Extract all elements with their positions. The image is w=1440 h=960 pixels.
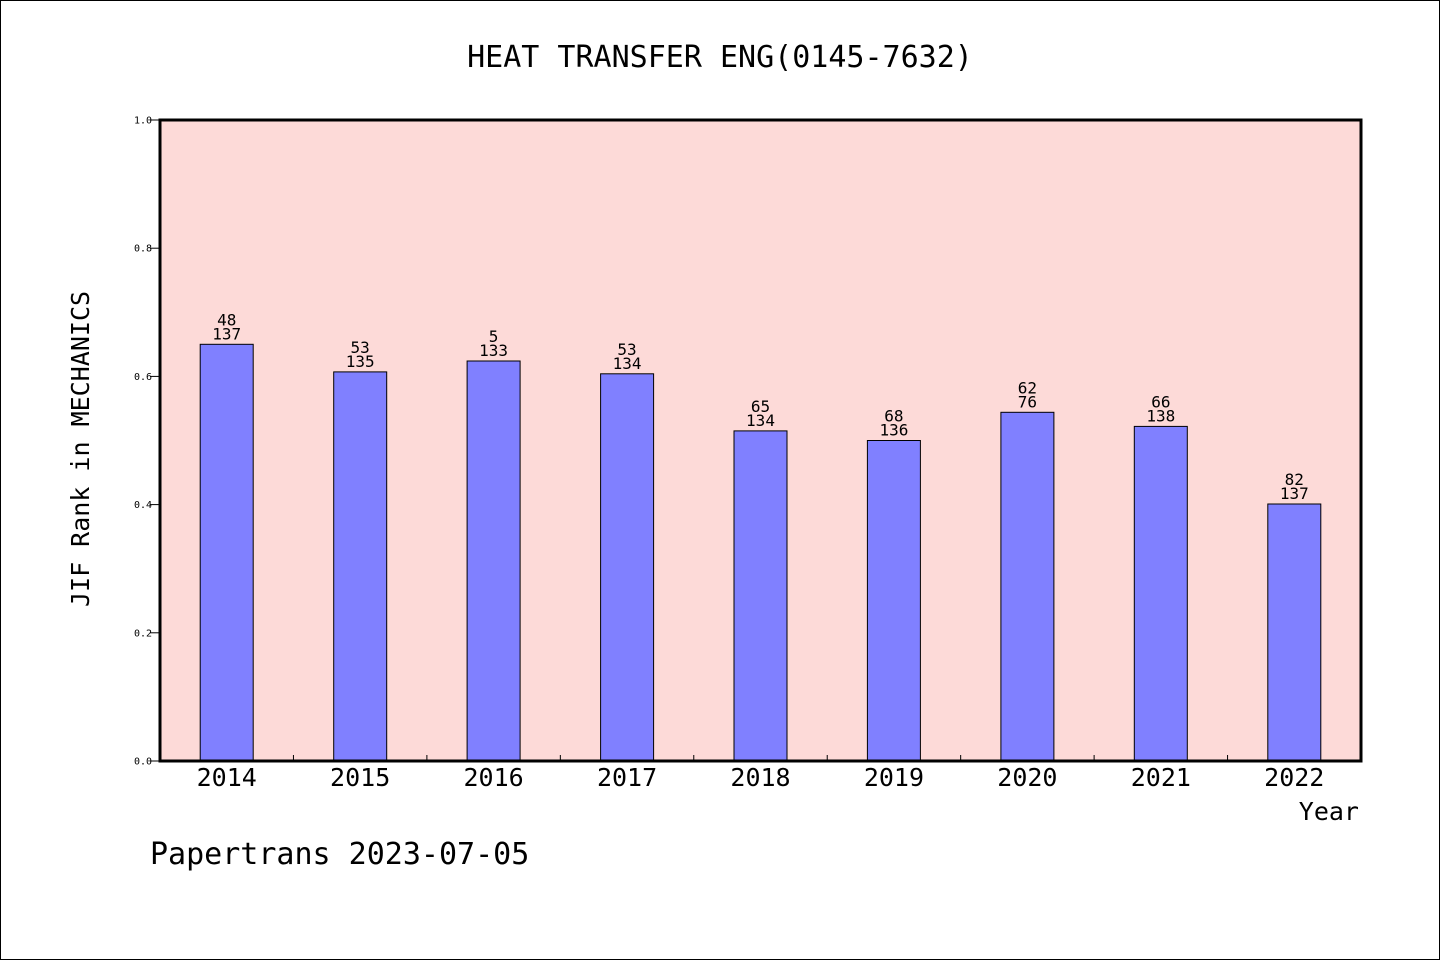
- bar-2022: [1267, 503, 1322, 762]
- bar-2014: [199, 343, 254, 762]
- x-axis: 2014 2015 2016 2017 2018 2019 2020 2021 2022: [197, 755, 1324, 792]
- data-label-total-2014: 137: [212, 324, 241, 343]
- bar-2021: [1133, 425, 1188, 762]
- x-tick-label-2022: 2022: [1264, 763, 1324, 792]
- x-tick-label-2020: 2020: [997, 763, 1057, 792]
- bar-2017: [600, 373, 655, 762]
- data-label-total-2018: 134: [746, 411, 775, 430]
- x-axis-label: Year: [1299, 797, 1359, 826]
- y-tick-label-0.0: 0.0: [134, 757, 152, 768]
- data-label-total-2016: 133: [479, 341, 508, 360]
- y-tick-label-0.2: 0.2: [134, 628, 152, 639]
- x-tick-label-2019: 2019: [864, 763, 924, 792]
- footer-source-date: Papertrans 2023-07-05: [150, 837, 529, 872]
- x-tick-label-2018: 2018: [730, 763, 790, 792]
- y-axis: 0.0 0.2 0.4 0.6 0.8 1.0: [134, 116, 160, 768]
- chart-title: HEAT TRANSFER ENG(0145-7632): [467, 40, 973, 75]
- data-label-rank-2017: 53: [617, 340, 636, 359]
- data-label-total-2021: 138: [1146, 406, 1175, 425]
- y-tick-label-0.6: 0.6: [134, 372, 152, 383]
- data-label-rank-2014: 48: [217, 310, 236, 329]
- y-tick-label-0.4: 0.4: [134, 500, 152, 511]
- bar-2015: [333, 371, 388, 762]
- bar-2016: [466, 360, 521, 762]
- data-label-total-2022: 137: [1280, 484, 1309, 503]
- data-label-total-2017: 134: [613, 354, 642, 373]
- y-axis-label: JIF Rank in MECHANICS: [66, 291, 95, 607]
- bars-layer: [199, 343, 1322, 762]
- x-tick-label-2014: 2014: [197, 763, 257, 792]
- x-tick-label-2015: 2015: [330, 763, 390, 792]
- data-label-total-2015: 135: [346, 352, 375, 371]
- data-label-rank-2020: 62: [1018, 378, 1037, 397]
- data-label-rank-2016: 5: [489, 327, 499, 346]
- plot-border: [158, 118, 1363, 763]
- data-label-rank-2019: 68: [884, 407, 903, 426]
- data-label-rank-2022: 82: [1285, 470, 1304, 489]
- data-label-rank-2015: 53: [351, 338, 370, 357]
- bar-2020: [1000, 411, 1055, 762]
- x-tick-label-2017: 2017: [597, 763, 657, 792]
- data-label-total-2020: 76: [1018, 392, 1037, 411]
- bar-2019: [866, 440, 921, 762]
- bar-2018: [733, 430, 788, 762]
- y-tick-label-0.8: 0.8: [134, 244, 152, 255]
- x-tick-label-2021: 2021: [1131, 763, 1191, 792]
- data-label-rank-2021: 66: [1151, 392, 1170, 411]
- data-label-total-2019: 136: [879, 421, 908, 440]
- y-tick-label-1.0: 1.0: [134, 116, 152, 127]
- data-label-rank-2018: 65: [751, 397, 770, 416]
- x-tick-label-2016: 2016: [464, 763, 524, 792]
